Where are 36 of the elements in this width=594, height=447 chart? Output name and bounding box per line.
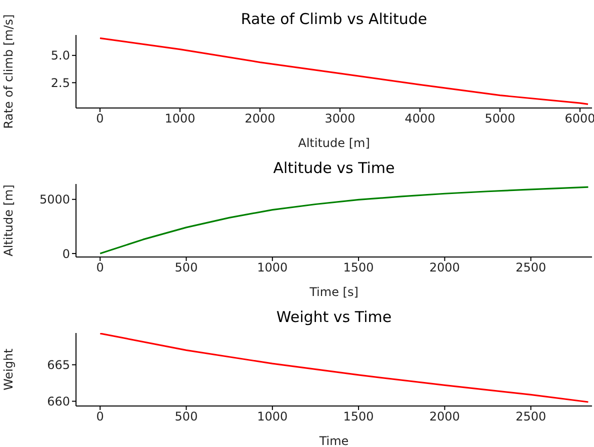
x-tick-label: 1000	[257, 260, 288, 275]
x-tick-label: 0	[96, 260, 104, 275]
y-tick-label: 5.0	[50, 48, 70, 63]
y-tick-label: 5000	[39, 192, 70, 207]
line-series	[99, 333, 590, 403]
x-tick-label: 3000	[324, 112, 356, 126]
y-tick-label: 2.5	[50, 76, 70, 90]
chart-title: Altitude vs Time	[272, 159, 396, 177]
y-axis-title: Altitude [m]	[1, 184, 16, 256]
y-axis-title: Weight	[1, 348, 16, 390]
x-tick-label: 500	[174, 260, 198, 275]
line-series	[99, 186, 590, 254]
x-tick-label: 2500	[516, 260, 546, 275]
x-tick-label: 2000	[429, 410, 460, 424]
x-tick-label: 1000	[164, 112, 196, 126]
x-tick-label: 0	[96, 410, 104, 424]
x-tick-label: 2000	[429, 260, 460, 275]
x-tick-label: 1000	[257, 410, 288, 424]
x-tick-label: 2000	[244, 112, 276, 126]
y-axis-title: Rate of climb [m/s]	[1, 14, 16, 129]
x-tick-label: 5000	[484, 112, 516, 126]
x-tick-label: 4000	[404, 112, 436, 126]
y-tick-label: 665	[47, 358, 70, 372]
x-axis-title: Time [s]	[308, 285, 358, 299]
x-axis-title: Time	[318, 434, 349, 447]
y-tick-label: 660	[47, 394, 70, 409]
x-tick-label: 1500	[343, 260, 374, 275]
x-tick-label: 1500	[343, 410, 374, 424]
x-axis-title: Altitude [m]	[298, 136, 370, 150]
x-tick-label: 0	[96, 112, 104, 126]
chart-title: Weight vs Time	[275, 308, 393, 326]
chart-title: Rate of Climb vs Altitude	[240, 10, 428, 28]
x-tick-label: 500	[174, 410, 198, 424]
y-tick-label: 0	[62, 246, 70, 261]
line-series	[99, 37, 589, 105]
x-tick-label: 2500	[516, 410, 546, 424]
